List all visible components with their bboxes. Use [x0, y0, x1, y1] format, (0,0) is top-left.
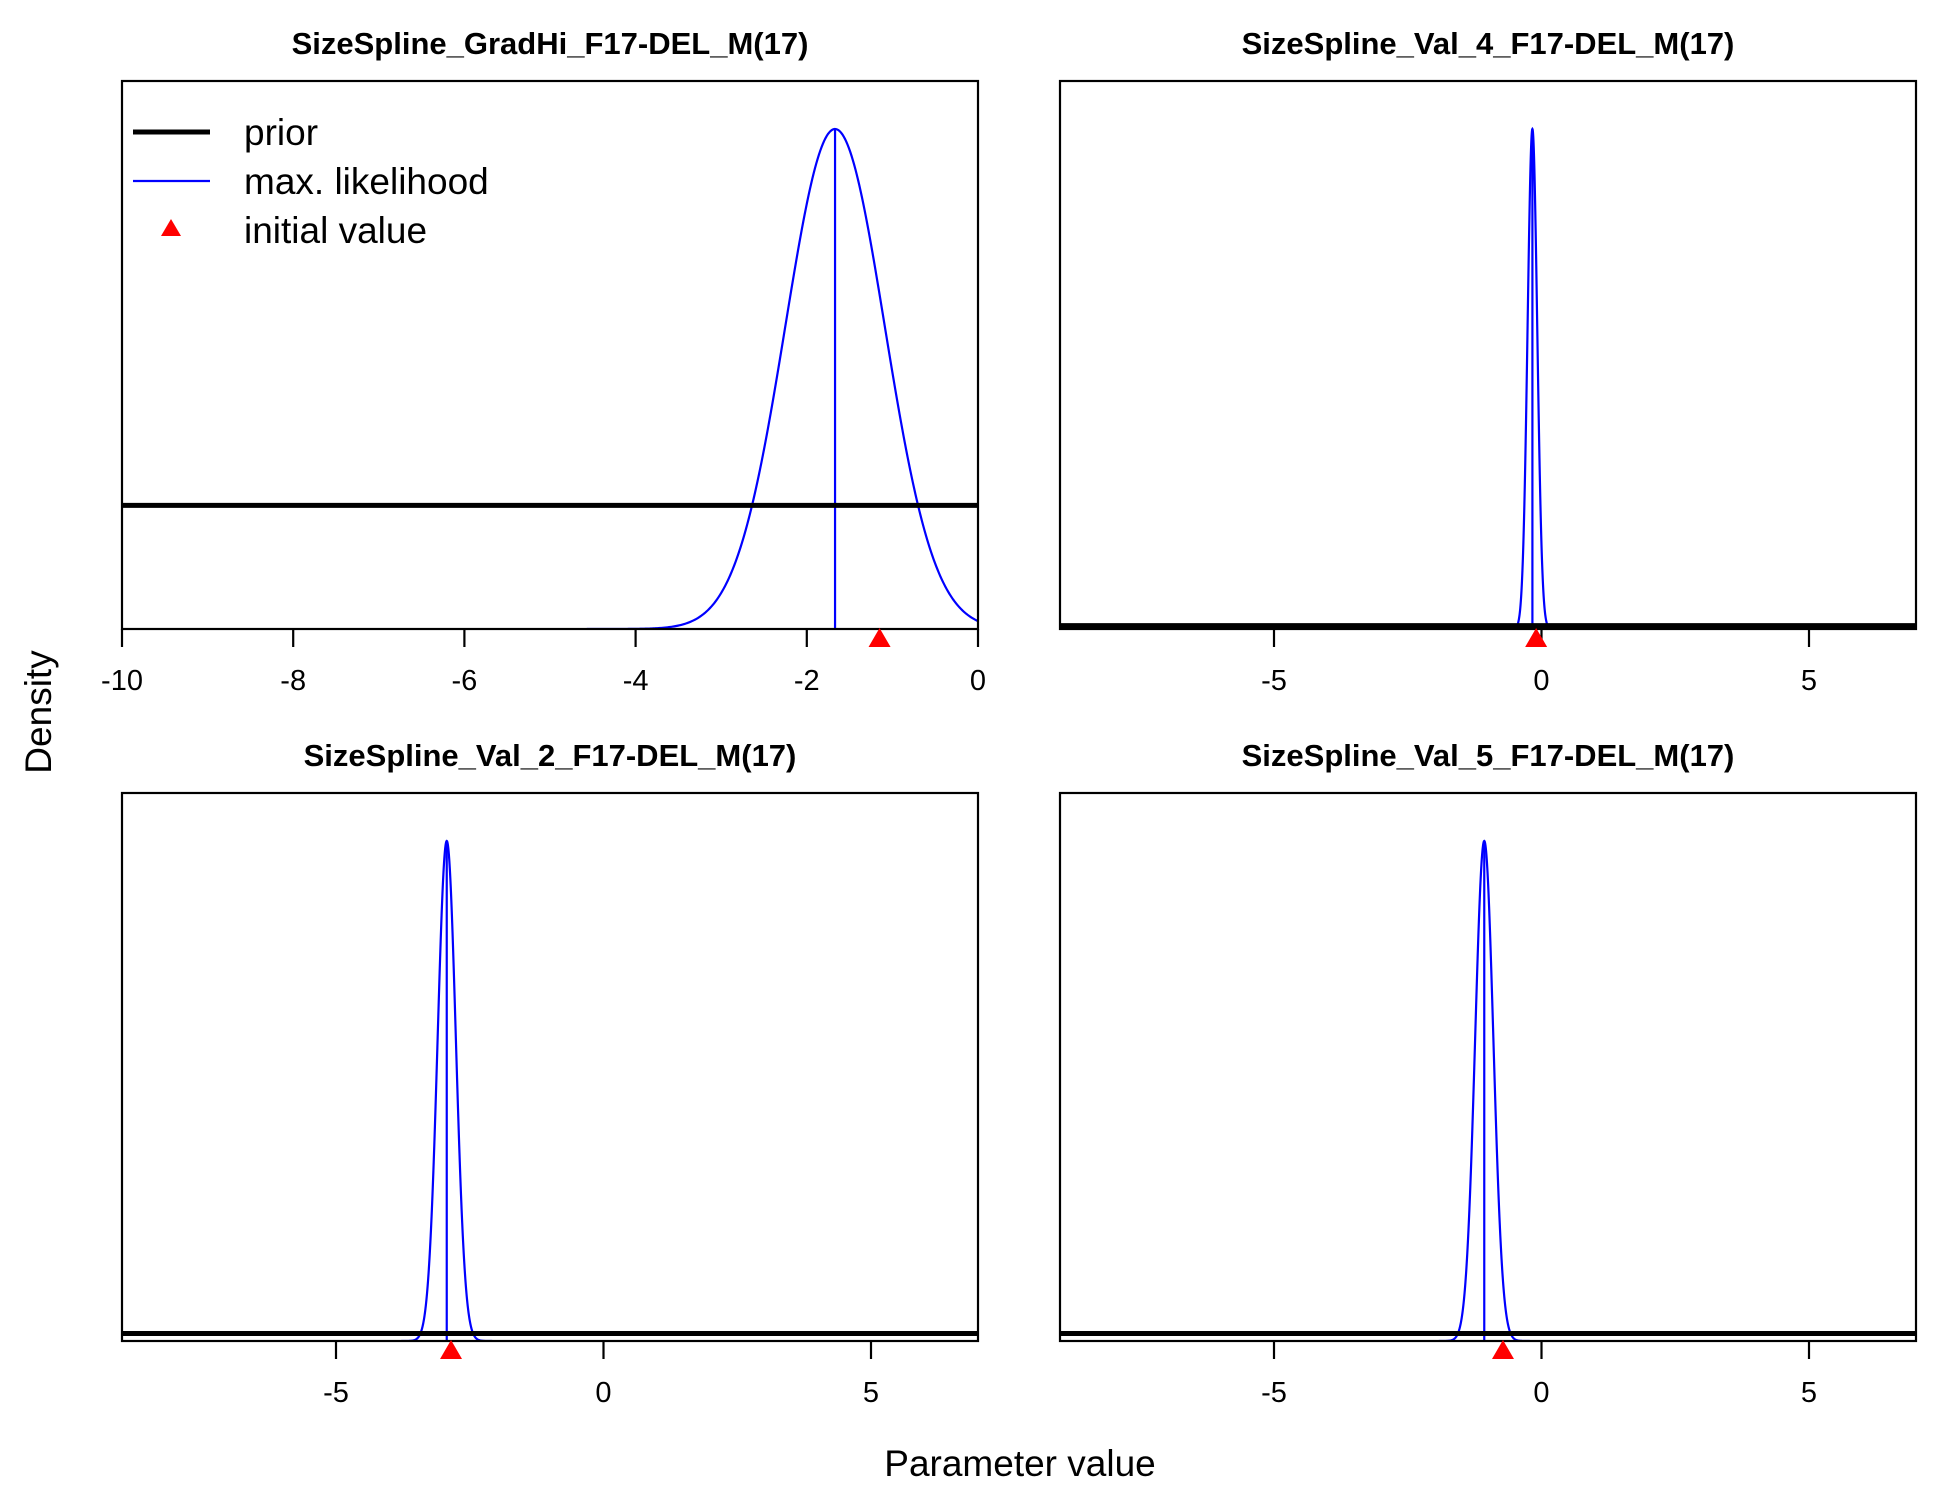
- x-tick-label: 5: [1801, 665, 1817, 697]
- plot-frame: [120, 791, 980, 1343]
- plot-frame: [120, 79, 980, 631]
- initial-value-marker: [868, 628, 891, 647]
- panel-title: SizeSpline_Val_5_F17-DEL_M(17): [1242, 738, 1735, 773]
- x-tick-label: 0: [1533, 1377, 1549, 1409]
- x-tick-label: 5: [863, 1377, 879, 1409]
- x-tick-label: 5: [1801, 1377, 1817, 1409]
- panel-title: SizeSpline_Val_2_F17-DEL_M(17): [304, 738, 797, 773]
- x-tick-label: -5: [323, 1377, 349, 1409]
- initial-value-marker: [1491, 1340, 1514, 1359]
- panel-3: SizeSpline_Val_2_F17-DEL_M(17) -5 0 5: [120, 738, 980, 1409]
- plot-frame: [1058, 79, 1918, 631]
- panel-4: SizeSpline_Val_5_F17-DEL_M(17) -5 0 5: [1058, 738, 1918, 1409]
- plot-frame: [1058, 791, 1918, 1343]
- x-tick-label: 0: [1533, 665, 1549, 697]
- legend-label: prior: [244, 112, 318, 153]
- x-tick-label: -4: [623, 665, 649, 697]
- x-tick-label: -8: [280, 665, 306, 697]
- x-tick-label: -6: [452, 665, 478, 697]
- panel-1: SizeSpline_GradHi_F17-DEL_M(17) -10 -8 -6 -4…: [101, 26, 986, 697]
- x-axis-title: Parameter value: [884, 1443, 1155, 1484]
- x-tick-label: -5: [1261, 665, 1287, 697]
- initial-value-marker: [440, 1340, 463, 1359]
- x-tick-label: 0: [595, 1377, 611, 1409]
- x-tick-label: -5: [1261, 1377, 1287, 1409]
- legend-initial-swatch: [161, 219, 181, 236]
- mle-density-curve: [586, 127, 978, 629]
- legend-label: max. likelihood: [244, 161, 489, 202]
- x-tick-label: -10: [101, 665, 143, 697]
- legend-label: initial value: [244, 210, 427, 251]
- panel-title: SizeSpline_Val_4_F17-DEL_M(17): [1242, 26, 1735, 61]
- panel-title: SizeSpline_GradHi_F17-DEL_M(17): [292, 26, 809, 61]
- panels: SizeSpline_GradHi_F17-DEL_M(17) -10 -8 -6 -4…: [101, 26, 1918, 1409]
- panel-2: SizeSpline_Val_4_F17-DEL_M(17) -5 0 5: [1058, 26, 1918, 697]
- legend: prior max. likelihood initial value: [133, 112, 489, 251]
- x-tick-label: -2: [794, 665, 820, 697]
- y-axis-title: Density: [18, 650, 59, 774]
- initial-value-marker: [1525, 628, 1548, 647]
- x-tick-label: 0: [970, 665, 986, 697]
